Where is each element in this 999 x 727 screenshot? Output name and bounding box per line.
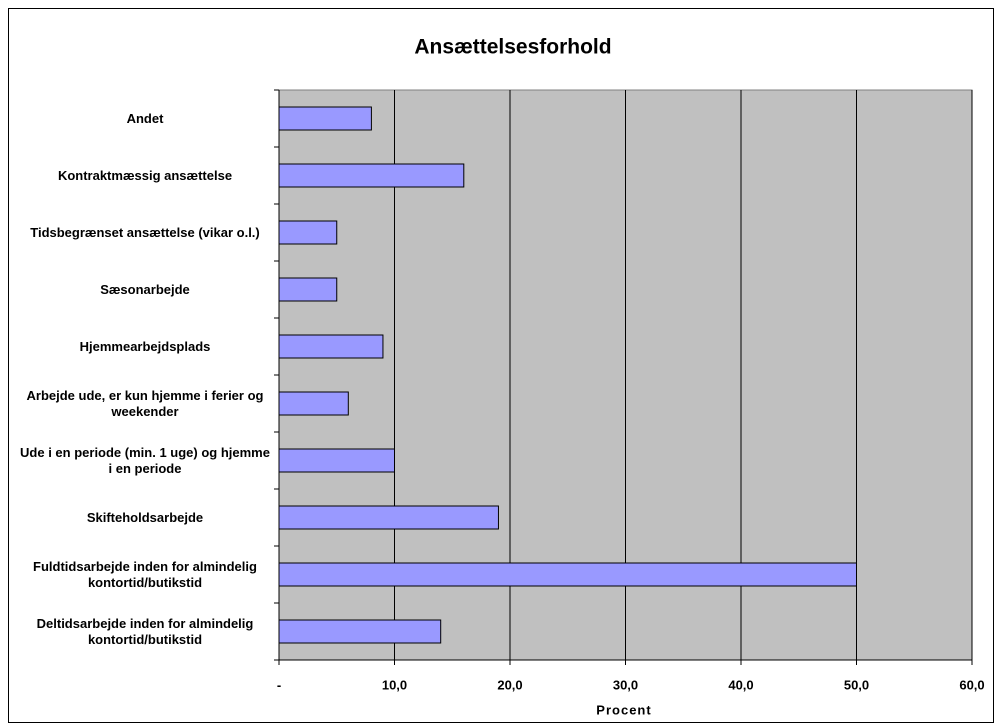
bar [278,619,442,644]
bar [278,562,857,587]
x-tick-label: 30,0 [613,677,638,692]
x-tick-label: 60,0 [959,677,984,692]
y-tick-label: Sæsonarbejde [100,281,190,297]
bar [278,448,395,473]
bar [278,505,499,530]
bar [278,277,338,302]
x-axis-label: Procent [596,702,651,717]
y-tick-label: Hjemmearbejdsplads [79,338,211,354]
x-tick-label: - [277,677,281,692]
y-tick-label: Skifteholdsarbejde [86,509,204,525]
bar [278,106,372,131]
y-tick-label: Ude i en periode (min. 1 uge) og hjemme … [20,444,270,476]
x-tick-label: 50,0 [844,677,869,692]
y-tick-label: Andet [126,110,164,126]
y-tick-label: Fuldtidsarbejde inden for almindelig kon… [33,558,257,590]
x-tick-label: 20,0 [497,677,522,692]
y-tick-label: Deltidsarbejde inden for almindelig kont… [36,615,254,647]
y-tick-label: Arbejde ude, er kun hjemme i ferier og w… [26,387,264,419]
bar [278,163,465,188]
x-tick-label: 40,0 [728,677,753,692]
y-tick-label: Kontraktmæssig ansættelse [57,167,233,183]
x-tick-label: 10,0 [382,677,407,692]
chart-title: Ansættelsesforhold [414,36,611,59]
bar [278,220,338,245]
bar [278,334,384,359]
bar [278,391,349,416]
y-tick-label: Tidsbegrænset ansættelse (vikar o.l.) [30,224,260,240]
